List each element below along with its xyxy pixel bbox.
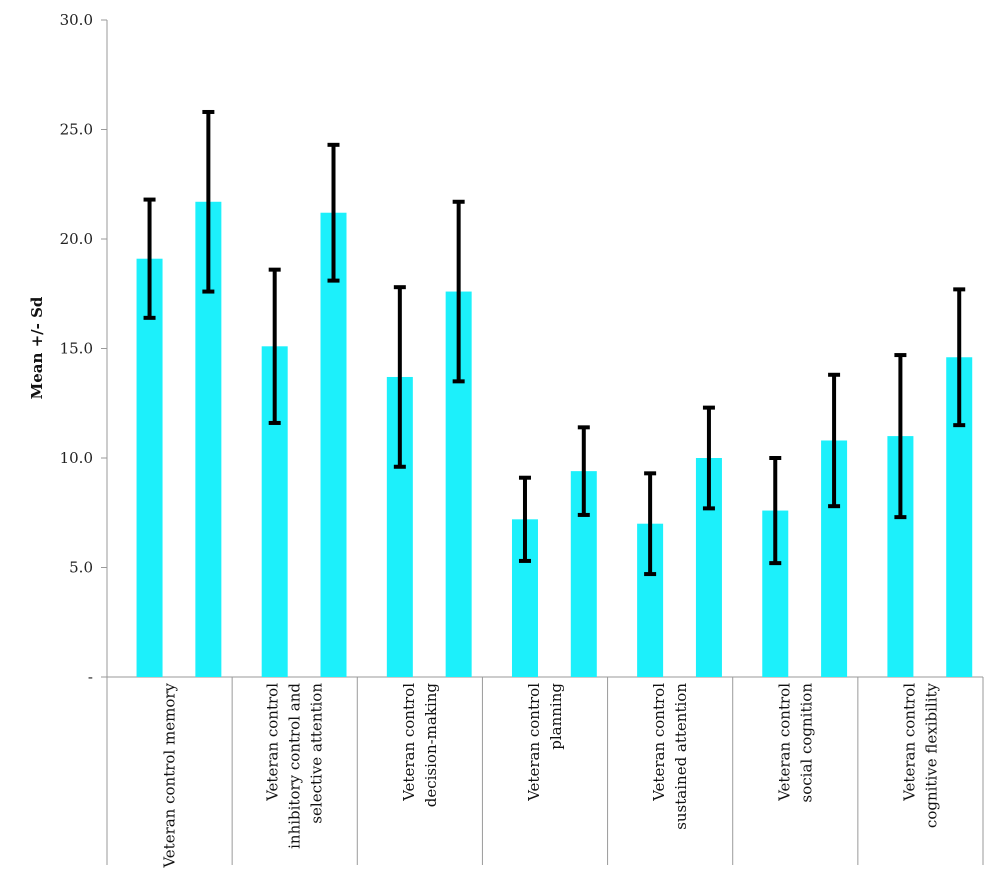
- y-tick-label: 15.0: [60, 340, 93, 358]
- error-bars: [143, 109, 966, 577]
- category-label: planning: [547, 683, 565, 750]
- y-tick-label: 10.0: [60, 449, 93, 467]
- category-label: sustained attention: [672, 683, 690, 830]
- category-label: Veteran control memory: [161, 682, 179, 868]
- category-label: Veteran control: [650, 683, 668, 802]
- y-tick-label: 30.0: [60, 11, 93, 29]
- category-label: cognitive flexibility: [922, 682, 940, 828]
- bar: [320, 212, 347, 677]
- category-label: Veteran control: [400, 683, 418, 802]
- chart-axes: - 5.0 10.0 15.0 20.0 25.0 30.0: [60, 11, 984, 865]
- y-tick-label: 25.0: [60, 121, 93, 139]
- chart-bars: [136, 201, 973, 677]
- category-label: decision-making: [422, 683, 440, 808]
- category-label: Veteran control: [775, 683, 793, 802]
- category-label: Veteran control: [525, 683, 543, 802]
- category-label: Veteran control: [264, 683, 282, 802]
- y-tick-label: 5.0: [69, 559, 93, 577]
- y-tick-label: 20.0: [60, 230, 93, 248]
- y-axis-label: Mean +/- Sd: [28, 296, 46, 399]
- category-label: selective attention: [308, 683, 326, 824]
- category-label: social cognition: [797, 683, 815, 803]
- chart-labels: Veteran control memory Veteran control inh…: [161, 682, 941, 868]
- category-label: inhibitory control and: [286, 683, 304, 849]
- category-label: Veteran control: [900, 683, 918, 802]
- y-tick-label: -: [88, 668, 93, 686]
- bar: [136, 258, 163, 677]
